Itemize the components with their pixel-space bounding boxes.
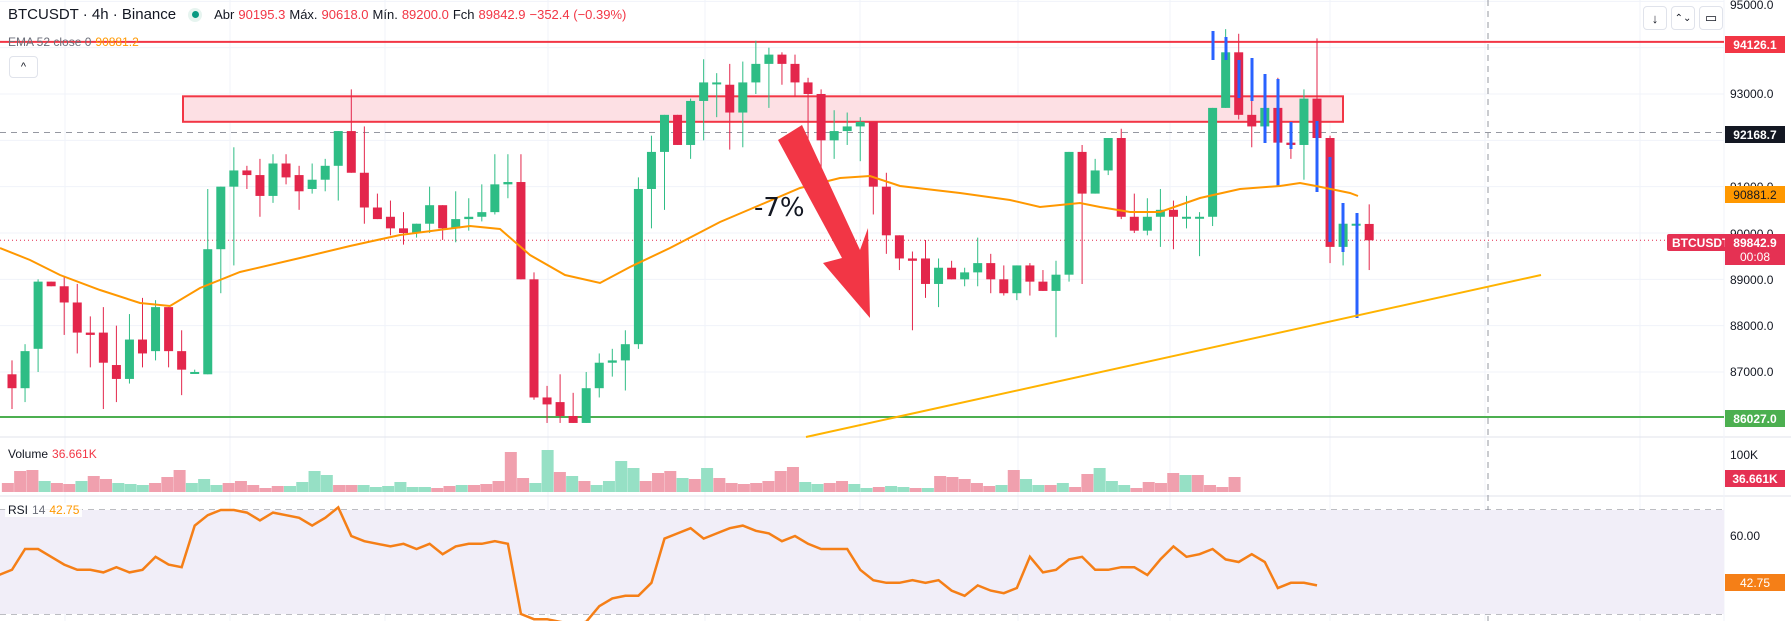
rsi-period: 14 [32,503,46,517]
symbol-title[interactable]: BTCUSDT · 4h · Binance [8,6,177,23]
scroll-to-latest-button[interactable]: ↓ [1643,6,1667,30]
rsi-label: RSI [8,503,29,517]
high-label: Máx. [289,7,318,22]
ema-label: EMA 52 close 0 [8,35,92,49]
high-value: 90618.0 [321,7,369,22]
last-price-tag: 89842.9 00:08 [1725,234,1785,265]
volume-legend[interactable]: Volume 36.661K [8,447,97,461]
collapse-legend-button[interactable]: ^ [9,56,38,78]
dashed-level-price-tag: 92168.7 [1725,126,1785,143]
ema-price-tag: 90881.2 [1725,186,1785,203]
change-value: −352.4 (−0.39%) [529,7,627,22]
price-axis-label: 93000.0 [1730,87,1774,101]
collapse-panes-button[interactable]: ⌃⌄ [1671,6,1695,30]
volume-tag: 36.661K [1725,470,1785,487]
ema-line [0,174,1359,308]
low-value: 89200.0 [401,7,449,22]
volume-label: Volume [8,447,49,461]
price-axis-label: 88000.0 [1730,319,1774,333]
price-axis-label: 89000.0 [1730,273,1774,287]
bar-countdown: 00:08 [1739,249,1771,264]
resistance-zone[interactable] [182,95,1344,123]
rsi-tag: 42.75 [1725,574,1785,591]
ema-legend[interactable]: EMA 52 close 0 90881.2 [8,35,139,49]
symbol-tag: BTCUSDT [1667,234,1735,251]
rsi-value: 42.75 [49,503,80,517]
open-label: Abr [214,7,235,22]
last-price: 89842.9 [1733,235,1777,250]
rsi-band [0,510,1724,614]
symbol-legend: BTCUSDT · 4h · Binance Abr 90195.3 Máx. 90… [8,6,626,23]
arrow-down-icon: ↓ [1651,10,1659,26]
fullscreen-button[interactable]: ▭ [1699,6,1723,30]
blue-wick-markers [1211,31,1359,318]
horizontal-levels[interactable] [0,40,1724,419]
price-axis-label: 87000.0 [1730,365,1774,379]
close-value: 89842.9 [478,7,526,22]
price-axis-label: 95000.0 [1730,0,1774,12]
volume-value: 36.661K [52,447,97,461]
percent-drop-annotation[interactable]: -7% [754,193,805,223]
low-label: Mín. [372,7,398,22]
down-arrow-annotation[interactable] [778,125,870,318]
volume-bars [1,450,1241,492]
trendline[interactable] [805,274,1542,438]
fullscreen-icon: ▭ [1704,10,1718,25]
close-label: Fch [452,7,475,22]
support-price-tag: 86027.0 [1725,410,1785,427]
market-status-icon [188,7,203,22]
resistance-price-tag: 94126.1 [1725,36,1785,53]
candlesticks [7,29,1374,423]
collapse-icon: ⌃⌄ [1674,12,1692,24]
open-value: 90195.3 [238,7,286,22]
rsi-legend[interactable]: RSI 14 42.75 [5,503,83,517]
rsi-line [0,505,1318,621]
rsi-axis-label: 60.00 [1730,529,1761,543]
volume-axis-label: 100K [1730,448,1759,462]
chevron-up-icon: ^ [20,61,27,73]
ema-value: 90881.2 [95,35,139,49]
